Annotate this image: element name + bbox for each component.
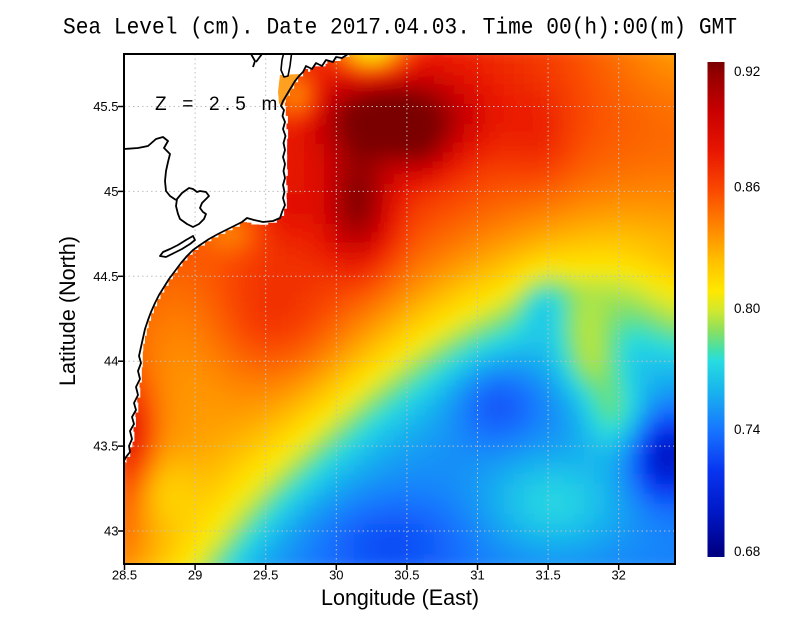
svg-text:32: 32 <box>611 568 625 583</box>
svg-text:28.5: 28.5 <box>112 568 137 583</box>
svg-text:30: 30 <box>329 568 343 583</box>
svg-text:Z = 2.5 m: Z = 2.5 m <box>155 94 283 115</box>
svg-text:29: 29 <box>188 568 202 583</box>
svg-text:44.5: 44.5 <box>93 269 118 284</box>
svg-text:45.5: 45.5 <box>93 99 118 114</box>
svg-text:30.5: 30.5 <box>394 568 419 583</box>
svg-text:0.86: 0.86 <box>734 179 760 194</box>
svg-text:0.92: 0.92 <box>734 64 760 79</box>
svg-text:0.68: 0.68 <box>734 544 760 559</box>
svg-text:43.5: 43.5 <box>93 439 118 454</box>
svg-text:0.74: 0.74 <box>734 422 761 437</box>
svg-text:0.80: 0.80 <box>734 301 760 316</box>
svg-text:45: 45 <box>104 184 118 199</box>
svg-text:Longitude (East): Longitude (East) <box>321 585 479 610</box>
svg-text:31.5: 31.5 <box>535 568 560 583</box>
svg-text:43: 43 <box>104 524 118 539</box>
svg-text:31: 31 <box>470 568 484 583</box>
svg-text:44: 44 <box>104 354 118 369</box>
svg-text:29.5: 29.5 <box>253 568 278 583</box>
svg-text:Latitude (North): Latitude (North) <box>55 236 80 386</box>
svg-text:Sea Level (cm). Date 2017.04.0: Sea Level (cm). Date 2017.04.03. Time 00… <box>63 15 737 41</box>
